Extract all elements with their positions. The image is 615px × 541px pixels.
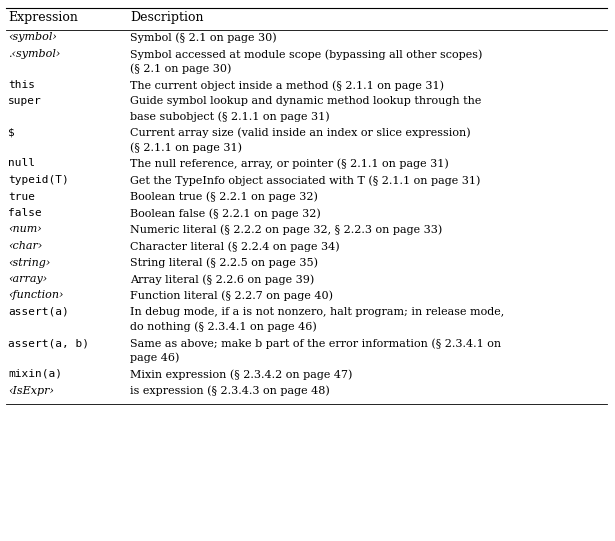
Text: Same as above; make b part of the error information (§ 2.3.4.1 on: Same as above; make b part of the error … bbox=[130, 338, 501, 348]
Text: Description: Description bbox=[130, 11, 204, 24]
Text: mixin(a): mixin(a) bbox=[8, 369, 62, 379]
Text: ‹IsExpr›: ‹IsExpr› bbox=[8, 386, 54, 395]
Text: typeid(T): typeid(T) bbox=[8, 175, 69, 185]
Text: Expression: Expression bbox=[8, 11, 78, 24]
Text: Get the TypeInfo object associated with T (§ 2.1.1 on page 31): Get the TypeInfo object associated with … bbox=[130, 175, 480, 186]
Text: In debug mode, if a is not nonzero, halt program; in release mode,: In debug mode, if a is not nonzero, halt… bbox=[130, 307, 504, 317]
Text: Mixin expression (§ 2.3.4.2 on page 47): Mixin expression (§ 2.3.4.2 on page 47) bbox=[130, 369, 352, 380]
Text: assert(a): assert(a) bbox=[8, 307, 69, 317]
Text: ‹symbol›: ‹symbol› bbox=[8, 32, 57, 43]
Text: ‹char›: ‹char› bbox=[8, 241, 42, 251]
Text: base subobject (§ 2.1.1 on page 31): base subobject (§ 2.1.1 on page 31) bbox=[130, 111, 330, 122]
Text: ‹string›: ‹string› bbox=[8, 258, 50, 267]
Text: Boolean false (§ 2.2.1 on page 32): Boolean false (§ 2.2.1 on page 32) bbox=[130, 208, 321, 219]
Text: ‹array›: ‹array› bbox=[8, 274, 47, 284]
Text: super: super bbox=[8, 96, 42, 107]
Text: (§ 2.1.1 on page 31): (§ 2.1.1 on page 31) bbox=[130, 142, 242, 153]
Text: .‹symbol›: .‹symbol› bbox=[8, 49, 60, 59]
Text: Guide symbol lookup and dynamic method lookup through the: Guide symbol lookup and dynamic method l… bbox=[130, 96, 482, 107]
Text: ‹num›: ‹num› bbox=[8, 225, 42, 234]
Text: String literal (§ 2.2.5 on page 35): String literal (§ 2.2.5 on page 35) bbox=[130, 258, 318, 268]
Text: Symbol (§ 2.1 on page 30): Symbol (§ 2.1 on page 30) bbox=[130, 32, 277, 43]
Text: assert(a, b): assert(a, b) bbox=[8, 338, 89, 348]
Text: $: $ bbox=[8, 128, 15, 137]
Text: do nothing (§ 2.3.4.1 on page 46): do nothing (§ 2.3.4.1 on page 46) bbox=[130, 321, 317, 332]
Text: false: false bbox=[8, 208, 42, 218]
Text: this: this bbox=[8, 80, 35, 90]
Text: ‹function›: ‹function› bbox=[8, 291, 63, 300]
Text: Current array size (valid inside an index or slice expression): Current array size (valid inside an inde… bbox=[130, 128, 470, 138]
Text: Symbol accessed at module scope (bypassing all other scopes): Symbol accessed at module scope (bypassi… bbox=[130, 49, 482, 60]
Text: Boolean true (§ 2.2.1 on page 32): Boolean true (§ 2.2.1 on page 32) bbox=[130, 192, 318, 202]
Text: Character literal (§ 2.2.4 on page 34): Character literal (§ 2.2.4 on page 34) bbox=[130, 241, 339, 252]
Text: is expression (§ 2.3.4.3 on page 48): is expression (§ 2.3.4.3 on page 48) bbox=[130, 386, 330, 396]
Text: null: null bbox=[8, 159, 35, 168]
Text: Numeric literal (§ 2.2.2 on page 32, § 2.2.3 on page 33): Numeric literal (§ 2.2.2 on page 32, § 2… bbox=[130, 225, 442, 235]
Text: The current object inside a method (§ 2.1.1 on page 31): The current object inside a method (§ 2.… bbox=[130, 80, 444, 90]
Text: Array literal (§ 2.2.6 on page 39): Array literal (§ 2.2.6 on page 39) bbox=[130, 274, 314, 285]
Text: Function literal (§ 2.2.7 on page 40): Function literal (§ 2.2.7 on page 40) bbox=[130, 291, 333, 301]
Text: page 46): page 46) bbox=[130, 353, 180, 363]
Text: true: true bbox=[8, 192, 35, 201]
Text: (§ 2.1 on page 30): (§ 2.1 on page 30) bbox=[130, 63, 231, 74]
Text: The null reference, array, or pointer (§ 2.1.1 on page 31): The null reference, array, or pointer (§… bbox=[130, 159, 449, 169]
